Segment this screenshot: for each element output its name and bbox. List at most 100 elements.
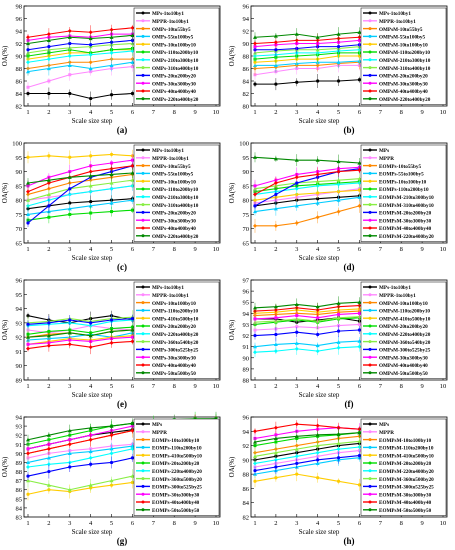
data-point <box>68 73 72 77</box>
legend-label: OMPsM-10to55by5 <box>379 27 423 33</box>
data-point <box>89 43 93 47</box>
legend-label: EOMPs-220to400by20 <box>152 469 202 475</box>
y-tick-label: 94 <box>243 429 250 436</box>
x-tick-label: 3 <box>68 520 71 527</box>
data-point <box>26 155 30 159</box>
legend-marker <box>368 508 372 512</box>
legend: MPs-1to10by1 MPPR-1to10by1 OMPs-10to55by5 O… <box>133 144 220 242</box>
x-tick-label: 4 <box>316 520 320 527</box>
legend-marker <box>368 445 372 449</box>
legend-marker <box>141 27 145 31</box>
data-point <box>316 476 320 480</box>
legend-marker <box>368 203 372 207</box>
legend-label: EOMPsM-110to200by10 <box>379 446 434 452</box>
data-point <box>273 308 278 312</box>
x-tick-label: 10 <box>440 520 447 527</box>
data-point <box>88 173 93 178</box>
data-point <box>26 181 30 185</box>
data-point <box>109 50 114 55</box>
data-point <box>47 329 51 333</box>
x-tick-label: 3 <box>68 383 71 390</box>
x-axis-label: Scale size step <box>299 254 340 262</box>
data-point <box>315 461 320 466</box>
y-tick-label: 88 <box>16 469 23 476</box>
legend: MPs-1to10by1 MPPR-1to10by1 OMPs-10to100by1… <box>133 281 220 379</box>
legend-label: OMPs-10to100by10 <box>152 301 196 307</box>
data-point <box>130 91 135 96</box>
data-point <box>67 192 72 197</box>
data-point <box>357 168 362 173</box>
x-tick-label: 7 <box>379 383 383 390</box>
x-tick-label: 3 <box>295 246 298 253</box>
y-tick-label: 94 <box>243 16 250 23</box>
x-tick-label: 2 <box>47 109 50 116</box>
y-tick-label: 96 <box>243 4 250 11</box>
data-point <box>253 461 257 466</box>
data-point <box>273 457 278 462</box>
data-point <box>316 458 320 462</box>
data-point <box>68 201 72 205</box>
y-tick-label: 94 <box>16 29 23 36</box>
y-axis-label: OA(%) <box>228 182 236 203</box>
legend-label: OMPsM-220to400by20 <box>379 332 431 338</box>
data-point <box>357 322 361 326</box>
data-point <box>253 192 257 197</box>
legend-label: EOMPs-30to300by30 <box>152 492 200 498</box>
data-point <box>273 342 278 347</box>
data-point <box>253 429 257 434</box>
data-point <box>109 483 114 487</box>
data-point <box>46 38 51 42</box>
data-point <box>273 181 278 185</box>
data-point <box>294 346 299 351</box>
data-point <box>253 440 257 444</box>
data-point <box>274 82 278 86</box>
legend-marker <box>368 34 372 38</box>
x-tick-label: 5 <box>337 383 340 390</box>
x-tick-label: 5 <box>110 246 113 253</box>
y-tick-label: 95 <box>243 155 250 162</box>
data-point <box>67 63 72 67</box>
data-point <box>315 349 320 354</box>
data-point <box>294 203 299 208</box>
data-point <box>88 60 93 65</box>
legend-label: OMPs-300to525by25 <box>152 348 199 354</box>
legend-marker <box>368 469 372 473</box>
data-point <box>294 302 299 307</box>
data-point <box>274 192 278 197</box>
data-point <box>315 158 320 162</box>
data-point <box>336 479 341 483</box>
data-point <box>274 332 278 337</box>
legend-marker <box>141 285 145 289</box>
x-tick-label: 10 <box>213 520 220 527</box>
x-tick-label: 6 <box>358 520 362 527</box>
legend-marker <box>368 187 372 191</box>
legend-label: EOMPsM-210to300by10 <box>379 195 434 201</box>
data-point <box>294 434 299 438</box>
x-tick-label: 2 <box>47 246 50 253</box>
x-tick-label: 6 <box>358 246 362 253</box>
legend-label: OMPs-30to300by30 <box>152 355 196 361</box>
y-tick-label: 80 <box>16 198 23 205</box>
y-tick-label: 98 <box>16 4 23 11</box>
x-tick-label: 3 <box>295 383 298 390</box>
data-point <box>110 210 114 214</box>
legend-label: OMPsM-410to500by10 <box>379 316 431 322</box>
x-axis-label: Scale size step <box>72 117 113 125</box>
data-point <box>253 317 257 321</box>
legend-label: OMPs-110to200by10 <box>152 187 199 193</box>
data-point <box>89 96 93 101</box>
data-point <box>294 221 299 225</box>
data-point <box>109 181 114 185</box>
y-tick-label: 92 <box>16 433 23 440</box>
legend-box <box>133 7 220 105</box>
legend-marker <box>141 11 145 15</box>
data-point <box>46 343 51 348</box>
x-tick-label: 6 <box>131 109 135 116</box>
x-tick-label: 4 <box>89 520 93 527</box>
data-point <box>26 342 30 346</box>
chart-panel: 80 82 84 86 88 90 92 94 96 1 2 3 4 5 6 7 8 9 10 OA(%) Scale … <box>228 4 448 135</box>
data-point <box>315 63 320 68</box>
data-point <box>88 345 93 350</box>
legend-marker <box>368 340 372 344</box>
panel-label: (h) <box>344 536 355 546</box>
